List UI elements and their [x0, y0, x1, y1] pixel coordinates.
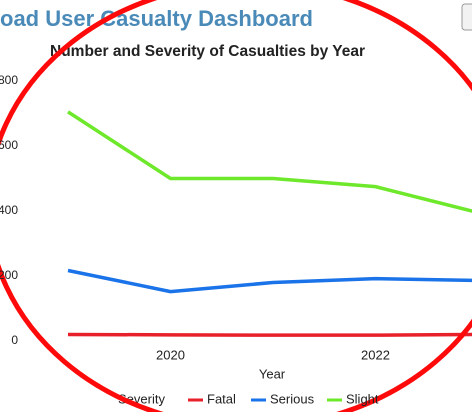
x-tick-label: 2020 [156, 347, 185, 362]
y-tick-label: 800 [0, 73, 18, 87]
y-tick-label: 400 [0, 203, 18, 217]
line-series [67, 268, 472, 294]
legend-label: Serious [270, 391, 315, 406]
icon [461, 3, 472, 31]
line-series [67, 332, 472, 337]
y-tick-label: 600 [0, 138, 18, 152]
chart-title: Number and Severity of Casualties by Yea… [50, 43, 365, 60]
x-axis-label: Year [259, 366, 286, 381]
y-tick-label: 200 [0, 268, 18, 282]
y-tick-label: 0 [11, 333, 18, 347]
line-series [67, 110, 472, 213]
legend-label: Fatal [207, 391, 236, 406]
x-tick-label: 2022 [361, 347, 390, 362]
plot [67, 110, 472, 337]
dashboard-title: oad User Casualty Dashboard [0, 6, 313, 31]
legend-label: Slight [346, 391, 379, 406]
